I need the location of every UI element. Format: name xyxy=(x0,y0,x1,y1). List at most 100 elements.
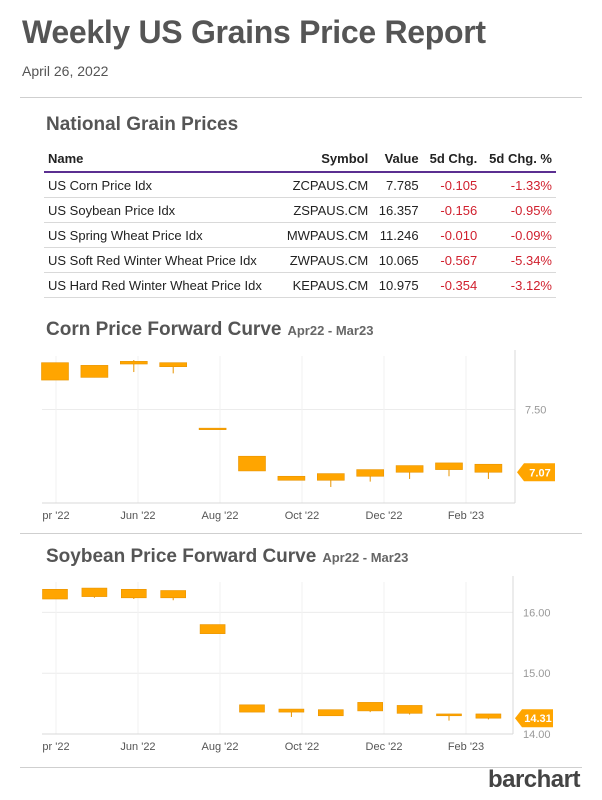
x-tick-label: Dec '22 xyxy=(366,741,403,753)
barchart-logo: barchart xyxy=(487,766,581,793)
table-header-row: Name Symbol Value 5d Chg. 5d Chg. % xyxy=(44,145,556,173)
candle xyxy=(159,362,187,374)
corn-chart-title: Corn Price Forward Curve Apr22 - Mar23 xyxy=(46,319,373,341)
cell-5d-chg: -0.354 xyxy=(422,272,482,298)
page-title: Weekly US Grains Price Report xyxy=(22,14,486,50)
cell-symbol: ZCPAUS.CM xyxy=(277,172,373,198)
x-tick-label: Feb '23 xyxy=(448,510,484,522)
candle-body xyxy=(435,462,463,470)
candle-body xyxy=(317,709,344,717)
cell-5d-chg-pct: -0.95% xyxy=(481,197,556,223)
candle-body xyxy=(278,708,305,713)
cell-value: 10.065 xyxy=(372,247,423,273)
header-divider xyxy=(20,97,582,98)
candle xyxy=(356,469,385,482)
cell-symbol: ZSPAUS.CM xyxy=(277,197,373,223)
col-header-symbol: Symbol xyxy=(277,145,373,173)
candle-body xyxy=(120,361,148,365)
candle-body xyxy=(356,469,385,477)
last-value-marker: 14.31 xyxy=(515,709,553,728)
footer-divider xyxy=(20,767,582,768)
x-tick-label: Jun '22 xyxy=(120,510,155,522)
table-row[interactable]: US Corn Price Idx ZCPAUS.CM 7.785 -0.105… xyxy=(44,172,556,198)
cell-name: US Hard Red Winter Wheat Price Idx xyxy=(44,272,278,298)
candle-body xyxy=(121,588,147,599)
candle-body xyxy=(357,702,384,712)
last-value-marker: 7.07 xyxy=(517,463,555,482)
y-tick-label: 7.50 xyxy=(525,404,546,416)
candle-body xyxy=(42,588,68,600)
cell-5d-chg-pct: -0.09% xyxy=(481,222,556,248)
candle xyxy=(42,588,68,600)
candle xyxy=(475,713,502,720)
table-row[interactable]: US Soybean Price Idx ZSPAUS.CM 16.357 -0… xyxy=(44,197,556,223)
cell-value: 10.975 xyxy=(372,272,423,298)
y-tick-label: 15.00 xyxy=(523,668,551,680)
x-tick-label: Oct '22 xyxy=(285,741,320,753)
candle xyxy=(278,708,305,717)
candle xyxy=(277,475,306,481)
candle xyxy=(80,365,109,378)
x-tick-label: Dec '22 xyxy=(366,510,403,522)
candle xyxy=(316,473,345,487)
candle xyxy=(239,704,265,713)
cell-name: US Corn Price Idx xyxy=(44,172,278,198)
last-value-badge xyxy=(515,709,553,728)
candle-body xyxy=(474,463,503,473)
cell-5d-chg: -0.105 xyxy=(422,172,482,198)
table-row[interactable]: US Soft Red Winter Wheat Price Idx ZWPAU… xyxy=(44,247,556,273)
soybean-forward-curve-chart[interactable]: 16.00 15.00 14.00 pr '22 Jun '22 Aug '22 Oct '… xyxy=(0,576,602,758)
cell-value: 7.785 xyxy=(372,172,423,198)
candle xyxy=(198,427,227,430)
y-tick-label: 16.00 xyxy=(523,607,551,619)
candle xyxy=(436,713,462,721)
candle xyxy=(41,362,69,381)
x-tick-label: pr '22 xyxy=(42,510,69,522)
candle-body xyxy=(316,473,345,481)
cell-5d-chg-pct: -3.12% xyxy=(481,272,556,298)
cell-5d-chg-pct: -5.34% xyxy=(481,247,556,273)
candle xyxy=(120,360,148,373)
cell-symbol: ZWPAUS.CM xyxy=(277,247,373,273)
x-tick-label: Feb '23 xyxy=(448,741,484,753)
candle-body xyxy=(41,362,69,381)
candle xyxy=(160,590,186,601)
cell-symbol: KEPAUS.CM xyxy=(277,272,373,298)
x-tick-label: Aug '22 xyxy=(202,741,239,753)
candle xyxy=(121,588,147,600)
cell-5d-chg: -0.567 xyxy=(422,247,482,273)
table-row[interactable]: US Spring Wheat Price Idx MWPAUS.CM 11.2… xyxy=(44,222,556,248)
x-tick-label: Oct '22 xyxy=(285,510,320,522)
last-value-label: 14.31 xyxy=(524,713,552,725)
soybean-chart-title: Soybean Price Forward Curve Apr22 - Mar23 xyxy=(46,546,408,568)
col-header-5d-chg-pct: 5d Chg. % xyxy=(481,145,556,173)
candle xyxy=(474,463,503,479)
chart-divider xyxy=(20,533,582,534)
col-header-value: Value xyxy=(372,145,423,173)
corn-chart-range: Apr22 - Mar23 xyxy=(287,323,374,338)
last-value-badge xyxy=(517,463,555,482)
cell-5d-chg: -0.156 xyxy=(422,197,482,223)
candle-body xyxy=(160,590,186,599)
last-value-label: 7.07 xyxy=(529,467,550,479)
cell-symbol: MWPAUS.CM xyxy=(277,222,373,248)
y-tick-label: 14.00 xyxy=(523,729,551,741)
candle xyxy=(395,465,424,479)
candle xyxy=(435,462,463,477)
corn-forward-curve-chart[interactable]: 7.50 pr '22 Jun '22 Aug '22 Oct '22 Dec '22 Fe… xyxy=(0,348,602,528)
candle xyxy=(396,705,423,715)
table-title: National Grain Prices xyxy=(46,114,239,135)
table-row[interactable]: US Hard Red Winter Wheat Price Idx KEPAU… xyxy=(44,272,556,298)
candle xyxy=(317,709,344,717)
soybean-chart-range: Apr22 - Mar23 xyxy=(322,550,409,565)
x-tick-label: Aug '22 xyxy=(202,510,239,522)
cell-name: US Soybean Price Idx xyxy=(44,197,278,223)
candle-body xyxy=(396,705,423,714)
candle-body xyxy=(198,427,227,430)
candle-body xyxy=(199,624,226,634)
candle xyxy=(357,702,384,713)
candle-body xyxy=(238,455,266,472)
soybean-chart-title-text: Soybean Price Forward Curve xyxy=(46,546,317,567)
candle-body xyxy=(436,713,462,717)
candle-body xyxy=(81,587,108,597)
